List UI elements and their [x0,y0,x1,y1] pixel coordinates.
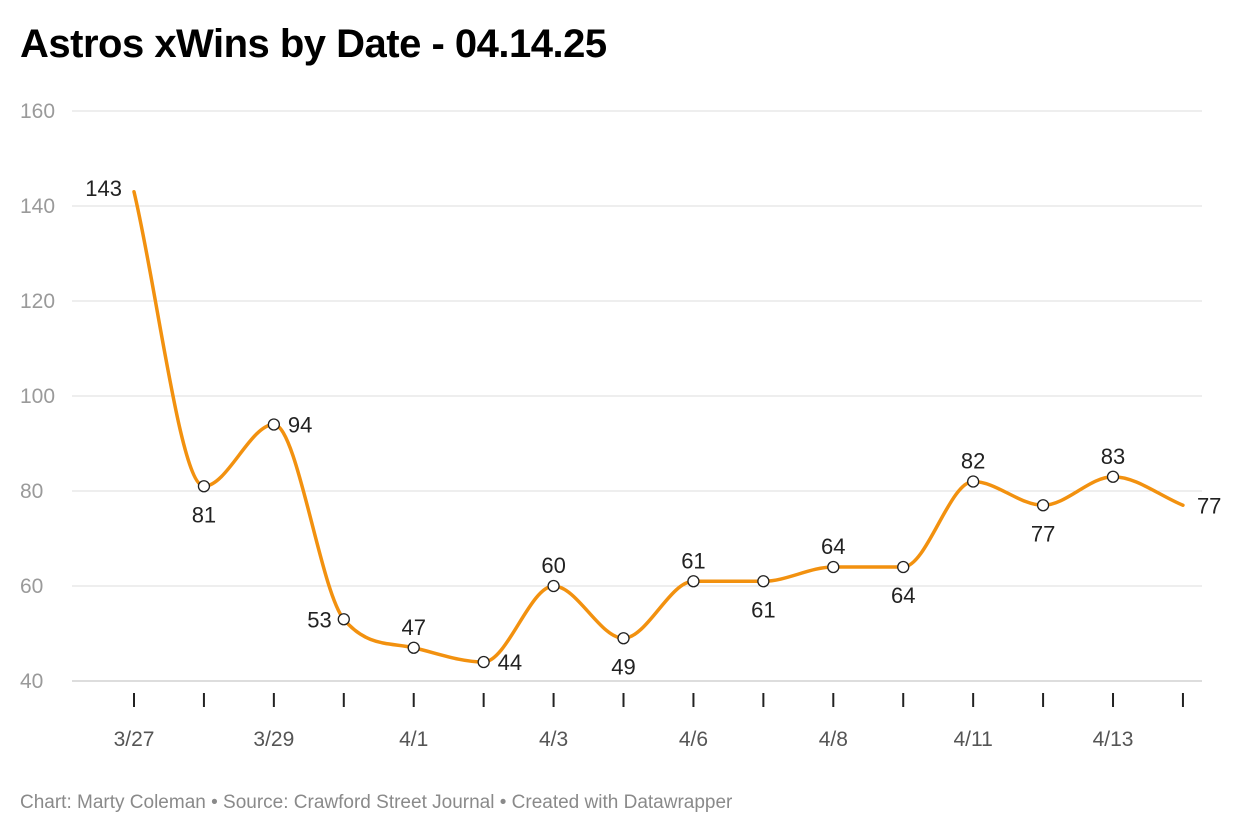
data-point [547,579,560,593]
data-label: 77 [1197,493,1221,518]
data-point [197,480,211,493]
data-label: 53 [307,607,331,632]
data-label: 94 [288,413,312,438]
data-point [827,560,840,574]
data-point [687,575,700,588]
x-tick-label: 4/3 [539,728,568,751]
x-tick-label: 4/11 [953,728,992,751]
data-label: 82 [961,449,985,474]
data-labels: 143 81 94 53 47 44 60 49 61 61 64 64 82 77 83 77 [85,176,1221,680]
x-tick-label: 4/6 [679,728,708,751]
data-label: 77 [1031,521,1055,546]
data-point [1036,499,1050,512]
x-tick-label: 3/29 [253,728,294,751]
chart-title: Astros xWins by Date - 04.14.25 [20,22,607,66]
x-tick-label: 4/13 [1093,728,1134,751]
data-label: 60 [541,553,565,578]
x-tick-label: 3/27 [114,728,155,751]
data-label: 64 [891,583,915,608]
data-point [967,475,980,488]
data-point [337,613,350,626]
y-tick-label: 140 [20,195,55,218]
x-tick-label: 4/1 [399,728,428,751]
chart-credits: Chart: Marty Coleman • Source: Crawford … [20,792,733,813]
data-point [757,575,770,588]
data-label: 61 [751,597,775,622]
y-tick-label: 80 [20,480,43,503]
data-points [197,418,1120,669]
data-point [897,560,910,574]
data-label: 64 [821,534,845,559]
y-axis-tick-labels: 40 60 80 100 120 140 160 [20,100,55,693]
y-tick-label: 100 [20,385,55,408]
data-point [617,632,630,645]
y-tick-label: 40 [20,670,43,693]
y-tick-label: 120 [20,290,55,313]
data-point [1106,470,1120,483]
data-label: 143 [85,176,122,201]
y-tick-label: 60 [20,575,43,598]
x-tick-label: 4/8 [819,728,848,751]
data-point [477,655,490,669]
gridlines [72,110,1202,682]
data-point [407,641,420,654]
y-tick-label: 160 [20,100,55,123]
data-label: 81 [192,502,216,527]
x-axis-ticks: 3/27 3/29 4/1 4/3 4/6 4/8 4/11 4/13 [114,693,1184,751]
data-label: 44 [498,650,522,675]
data-label: 49 [611,654,635,679]
data-label: 83 [1101,444,1125,469]
data-label: 47 [401,615,425,640]
data-label: 61 [681,548,705,573]
data-point [267,418,281,431]
